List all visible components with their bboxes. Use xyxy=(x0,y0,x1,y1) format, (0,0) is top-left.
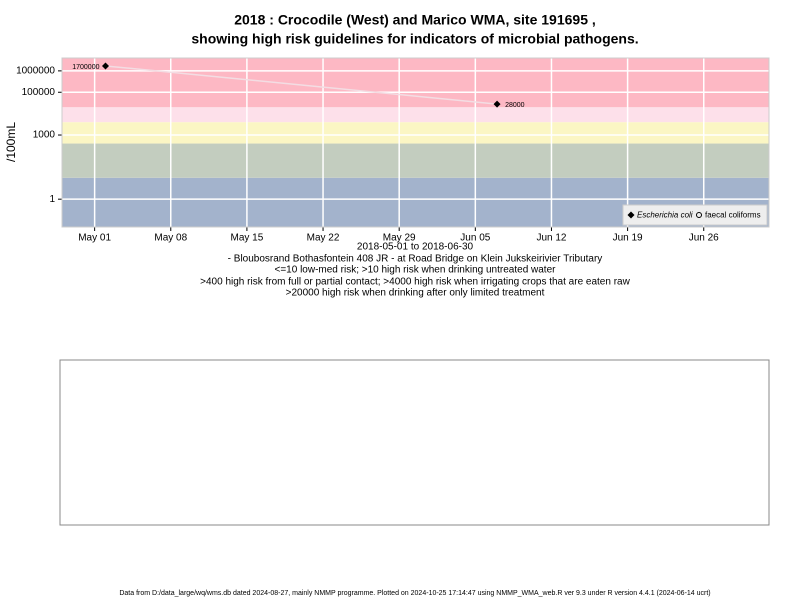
y-tick-label: 1000000 xyxy=(16,66,55,77)
y-tick-label: 1000 xyxy=(33,130,56,141)
plot-frame xyxy=(61,57,770,228)
risk-band xyxy=(62,58,769,108)
chart-title: 2018 : Crocodile (West) and Marico WMA, … xyxy=(234,12,596,28)
x-tick-label: Jun 05 xyxy=(460,233,490,244)
note: >400 high risk from full or partial cont… xyxy=(200,277,630,288)
x-tick-label: May 29 xyxy=(383,233,416,244)
empty-panel xyxy=(59,359,770,526)
chart-subtitle: showing high risk guidelines for indicat… xyxy=(191,31,638,47)
x-tick-label: May 22 xyxy=(307,233,340,244)
x-tick-label: Jun 19 xyxy=(613,233,643,244)
y-axis-label: /100mL xyxy=(4,122,18,162)
note: - Bloubosrand Bothasfontein 408 JR - at … xyxy=(228,254,603,265)
data-label: 1700000 xyxy=(72,64,99,71)
series-line xyxy=(105,65,498,105)
data-label: 28000 xyxy=(505,102,525,109)
y-tick-label: 100000 xyxy=(22,87,56,98)
legend-marker xyxy=(627,211,635,219)
y-tick-label: 1 xyxy=(49,194,55,205)
note: >20000 high risk when drinking after onl… xyxy=(286,288,545,299)
x-tick-label: May 01 xyxy=(78,233,111,244)
legend-label: faecal coliforms xyxy=(705,211,761,220)
legend-label: Escherichia coli xyxy=(637,211,693,220)
data-point xyxy=(493,100,501,108)
risk-band xyxy=(62,122,769,144)
x-tick-label: Jun 26 xyxy=(689,233,719,244)
x-tick-label: May 08 xyxy=(154,233,187,244)
data-point xyxy=(102,62,110,70)
legend-box xyxy=(622,204,768,226)
x-tick-label: May 15 xyxy=(231,233,264,244)
risk-band xyxy=(62,107,769,123)
risk-band xyxy=(62,143,769,178)
footer: Data from D:/data_large/wq/wms.db dated … xyxy=(119,590,710,597)
legend-marker xyxy=(696,212,702,218)
x-tick-label: Jun 12 xyxy=(536,233,566,244)
note: <=10 low-med risk; >10 high risk when dr… xyxy=(275,265,557,276)
x-axis-label: 2018-05-01 to 2018-06-30 xyxy=(357,242,474,253)
